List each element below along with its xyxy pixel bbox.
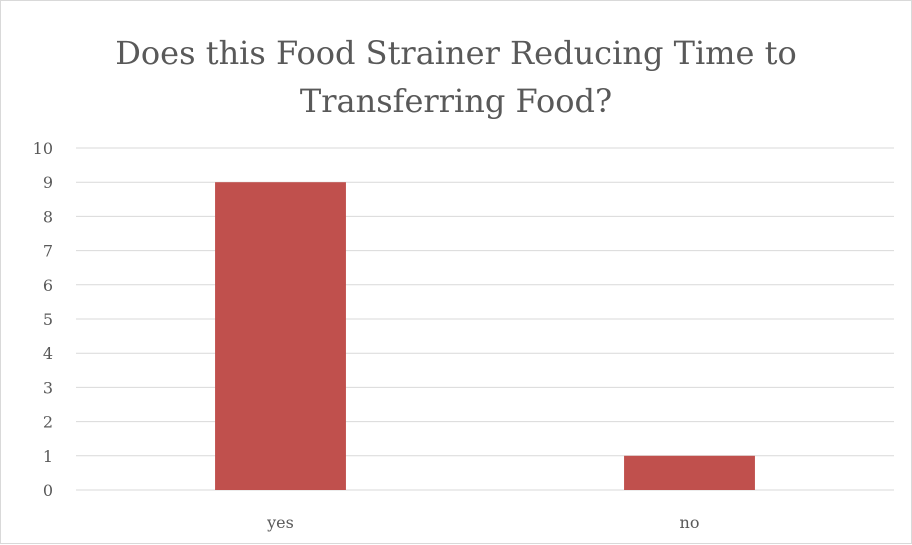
y-tick-label-10: 10 — [33, 139, 53, 158]
x-tick-label-no: no — [680, 513, 700, 532]
y-tick-label-2: 2 — [43, 413, 53, 432]
y-tick-label-9: 9 — [43, 173, 53, 192]
bar-no — [624, 455, 755, 490]
chart-title: Does this Food Strainer Reducing Time to… — [115, 34, 797, 120]
bar-yes — [215, 182, 346, 490]
y-tick-label-3: 3 — [43, 378, 53, 397]
y-tick-label-7: 7 — [43, 242, 53, 261]
y-axis: 0 1 2 3 4 5 6 7 8 9 10 — [33, 139, 53, 500]
y-tick-label-0: 0 — [43, 481, 53, 500]
gridlines — [76, 147, 894, 491]
x-tick-label-yes: yes — [266, 513, 294, 532]
bars — [215, 182, 755, 490]
y-tick-label-8: 8 — [43, 207, 53, 226]
y-tick-label-6: 6 — [43, 276, 53, 295]
x-axis: yes no — [266, 513, 699, 532]
y-tick-label-1: 1 — [43, 447, 53, 466]
y-tick-label-4: 4 — [43, 344, 53, 363]
y-tick-label-5: 5 — [43, 310, 53, 329]
